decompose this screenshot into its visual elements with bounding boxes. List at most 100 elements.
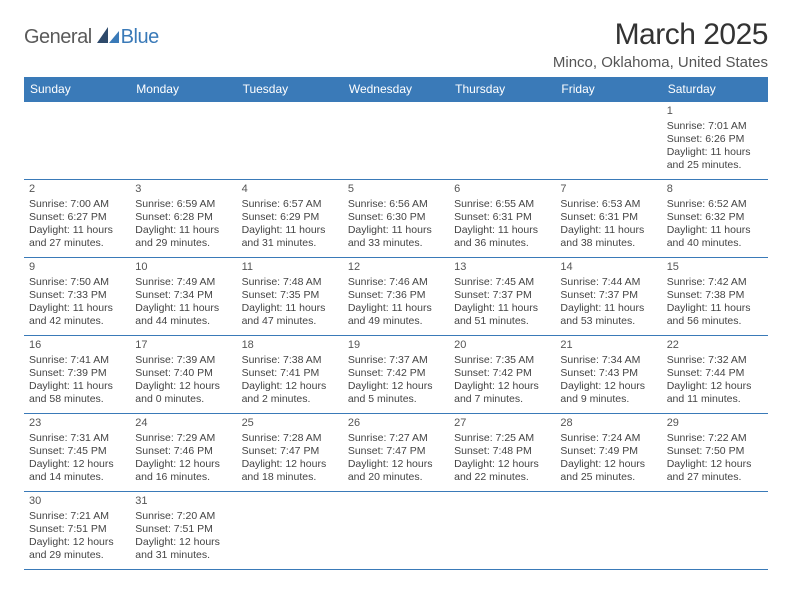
sunrise-line: Sunrise: 7:22 AM — [667, 432, 763, 445]
daylight-line: Daylight: 12 hours and 9 minutes. — [560, 380, 656, 406]
daylight-line: Daylight: 11 hours and 42 minutes. — [29, 302, 125, 328]
calendar-cell: 6Sunrise: 6:55 AMSunset: 6:31 PMDaylight… — [449, 180, 555, 258]
daylight-line: Daylight: 12 hours and 14 minutes. — [29, 458, 125, 484]
sunset-line: Sunset: 6:27 PM — [29, 211, 125, 224]
day-number: 22 — [667, 339, 763, 353]
calendar-cell: 1Sunrise: 7:01 AMSunset: 6:26 PMDaylight… — [662, 102, 768, 180]
calendar-cell — [237, 102, 343, 180]
logo-text-blue: Blue — [121, 26, 159, 49]
day-header: Tuesday — [237, 77, 343, 102]
calendar-cell: 27Sunrise: 7:25 AMSunset: 7:48 PMDayligh… — [449, 414, 555, 492]
sunset-line: Sunset: 7:35 PM — [242, 289, 338, 302]
day-number: 24 — [135, 417, 231, 431]
daylight-line: Daylight: 12 hours and 29 minutes. — [29, 536, 125, 562]
day-number: 17 — [135, 339, 231, 353]
sunrise-line: Sunrise: 7:20 AM — [135, 510, 231, 523]
sunset-line: Sunset: 7:48 PM — [454, 445, 550, 458]
day-number: 9 — [29, 261, 125, 275]
calendar-row: 1Sunrise: 7:01 AMSunset: 6:26 PMDaylight… — [24, 102, 768, 180]
calendar-cell: 2Sunrise: 7:00 AMSunset: 6:27 PMDaylight… — [24, 180, 130, 258]
day-number: 21 — [560, 339, 656, 353]
day-number: 3 — [135, 183, 231, 197]
daylight-line: Daylight: 11 hours and 36 minutes. — [454, 224, 550, 250]
daylight-line: Daylight: 12 hours and 27 minutes. — [667, 458, 763, 484]
sunrise-line: Sunrise: 6:53 AM — [560, 198, 656, 211]
sunrise-line: Sunrise: 7:21 AM — [29, 510, 125, 523]
location-subtitle: Minco, Oklahoma, United States — [553, 54, 768, 71]
sunrise-line: Sunrise: 7:00 AM — [29, 198, 125, 211]
calendar-cell — [237, 492, 343, 570]
calendar-cell — [24, 102, 130, 180]
sunset-line: Sunset: 7:44 PM — [667, 367, 763, 380]
calendar-cell: 9Sunrise: 7:50 AMSunset: 7:33 PMDaylight… — [24, 258, 130, 336]
calendar-row: 16Sunrise: 7:41 AMSunset: 7:39 PMDayligh… — [24, 336, 768, 414]
calendar-cell — [555, 492, 661, 570]
day-number: 10 — [135, 261, 231, 275]
calendar-cell — [343, 492, 449, 570]
daylight-line: Daylight: 11 hours and 33 minutes. — [348, 224, 444, 250]
page: General Blue March 2025 Minco, Oklahoma,… — [0, 0, 792, 588]
sunset-line: Sunset: 7:38 PM — [667, 289, 763, 302]
sunrise-line: Sunrise: 6:55 AM — [454, 198, 550, 211]
header-row: General Blue March 2025 Minco, Oklahoma,… — [24, 18, 768, 71]
calendar-row: 2Sunrise: 7:00 AMSunset: 6:27 PM Daylight… — [24, 180, 768, 258]
day-number: 28 — [560, 417, 656, 431]
calendar-cell: 17Sunrise: 7:39 AMSunset: 7:40 PMDayligh… — [130, 336, 236, 414]
day-number: 1 — [667, 105, 763, 119]
sunrise-line: Sunrise: 7:32 AM — [667, 354, 763, 367]
daylight-line: Daylight: 12 hours and 31 minutes. — [135, 536, 231, 562]
daylight-line: Daylight: 12 hours and 25 minutes. — [560, 458, 656, 484]
day-number: 12 — [348, 261, 444, 275]
daylight-line: Daylight: 12 hours and 11 minutes. — [667, 380, 763, 406]
calendar-cell: 12Sunrise: 7:46 AMSunset: 7:36 PMDayligh… — [343, 258, 449, 336]
calendar-cell: 7Sunrise: 6:53 AMSunset: 6:31 PMDaylight… — [555, 180, 661, 258]
sunset-line: Sunset: 7:36 PM — [348, 289, 444, 302]
calendar-cell — [555, 102, 661, 180]
sunrise-line: Sunrise: 7:35 AM — [454, 354, 550, 367]
daylight-line: Daylight: 11 hours and 47 minutes. — [242, 302, 338, 328]
calendar-cell: 4Sunrise: 6:57 AMSunset: 6:29 PMDaylight… — [237, 180, 343, 258]
calendar-cell: 5Sunrise: 6:56 AMSunset: 6:30 PMDaylight… — [343, 180, 449, 258]
day-number: 8 — [667, 183, 763, 197]
sunset-line: Sunset: 7:46 PM — [135, 445, 231, 458]
day-number: 27 — [454, 417, 550, 431]
daylight-line: Daylight: 11 hours and 49 minutes. — [348, 302, 444, 328]
day-number: 2 — [29, 183, 125, 197]
calendar-body: 1Sunrise: 7:01 AMSunset: 6:26 PMDaylight… — [24, 102, 768, 570]
day-number: 15 — [667, 261, 763, 275]
calendar-row: 9Sunrise: 7:50 AMSunset: 7:33 PMDaylight… — [24, 258, 768, 336]
calendar-cell: 30Sunrise: 7:21 AMSunset: 7:51 PMDayligh… — [24, 492, 130, 570]
day-number: 26 — [348, 417, 444, 431]
calendar-cell — [130, 102, 236, 180]
daylight-line: Daylight: 11 hours and 29 minutes. — [135, 224, 231, 250]
sunset-line: Sunset: 7:33 PM — [29, 289, 125, 302]
daylight-line: Daylight: 12 hours and 0 minutes. — [135, 380, 231, 406]
daylight-line: Daylight: 12 hours and 18 minutes. — [242, 458, 338, 484]
calendar-cell: 25Sunrise: 7:28 AMSunset: 7:47 PMDayligh… — [237, 414, 343, 492]
day-number: 7 — [560, 183, 656, 197]
calendar-cell: 15Sunrise: 7:42 AMSunset: 7:38 PMDayligh… — [662, 258, 768, 336]
sunset-line: Sunset: 7:39 PM — [29, 367, 125, 380]
sunset-line: Sunset: 7:37 PM — [454, 289, 550, 302]
sunrise-line: Sunrise: 6:59 AM — [135, 198, 231, 211]
day-number: 31 — [135, 495, 231, 509]
day-header: Thursday — [449, 77, 555, 102]
daylight-line: Daylight: 11 hours and 53 minutes. — [560, 302, 656, 328]
sunset-line: Sunset: 6:32 PM — [667, 211, 763, 224]
sunset-line: Sunset: 7:50 PM — [667, 445, 763, 458]
calendar-cell: 28Sunrise: 7:24 AMSunset: 7:49 PMDayligh… — [555, 414, 661, 492]
daylight-line: Daylight: 12 hours and 5 minutes. — [348, 380, 444, 406]
calendar-cell — [449, 492, 555, 570]
calendar-cell: 14Sunrise: 7:44 AMSunset: 7:37 PMDayligh… — [555, 258, 661, 336]
sunrise-line: Sunrise: 7:25 AM — [454, 432, 550, 445]
day-number: 5 — [348, 183, 444, 197]
day-header: Saturday — [662, 77, 768, 102]
logo: General Blue — [24, 18, 159, 49]
sunrise-line: Sunrise: 7:38 AM — [242, 354, 338, 367]
sunrise-line: Sunrise: 7:42 AM — [667, 276, 763, 289]
sunset-line: Sunset: 6:28 PM — [135, 211, 231, 224]
day-number: 23 — [29, 417, 125, 431]
sunrise-line: Sunrise: 7:01 AM — [667, 120, 763, 133]
daylight-line: Daylight: 11 hours and 25 minutes. — [667, 146, 763, 172]
calendar-cell — [343, 102, 449, 180]
